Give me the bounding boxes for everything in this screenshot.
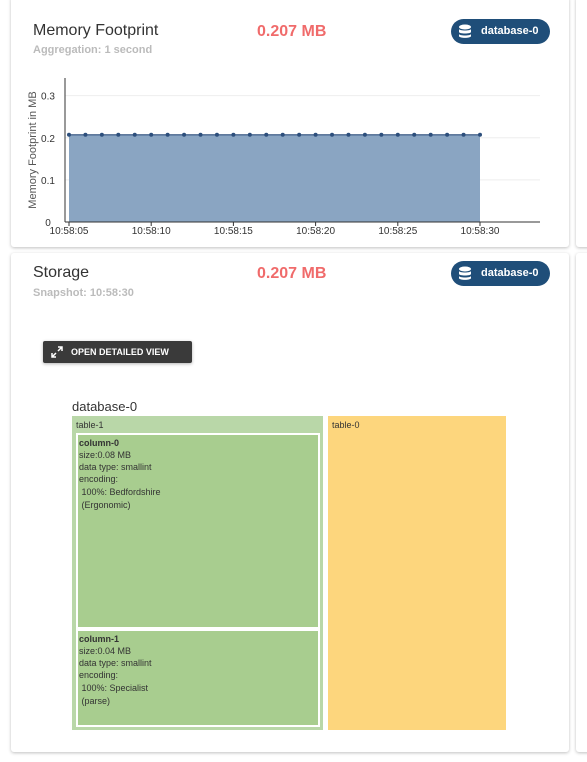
treemap-column[interactable] xyxy=(76,629,320,727)
card-subtitle: Aggregation: 1 second xyxy=(33,44,153,56)
y-axis-label: Memory Footprint in MB xyxy=(27,91,39,208)
point xyxy=(116,132,121,137)
x-tick-label: 10:58:20 xyxy=(296,226,335,237)
point xyxy=(313,132,318,137)
x-tick-label: 10:58:15 xyxy=(214,226,253,237)
card-title: Storage xyxy=(33,264,90,281)
table-label: table-0 xyxy=(332,420,360,430)
point xyxy=(182,132,187,137)
column-detail: (parse) xyxy=(79,696,111,706)
side-card xyxy=(576,253,587,752)
column-label: column-1 xyxy=(79,634,120,644)
point xyxy=(264,132,269,137)
point xyxy=(379,132,384,137)
database-badge[interactable]: database-0 xyxy=(451,261,550,286)
point xyxy=(198,132,203,137)
x-tick-label: 10:58:30 xyxy=(461,226,500,237)
card-value: 0.207 MB xyxy=(257,23,327,40)
column-detail: data type: smallint xyxy=(79,462,152,472)
column-detail: encoding: xyxy=(79,474,119,484)
point xyxy=(165,132,170,137)
button-label: OPEN DETAILED VIEW xyxy=(71,347,169,357)
column-detail: data type: smallint xyxy=(79,658,152,668)
card-title: Memory Footprint xyxy=(33,22,159,39)
point xyxy=(461,132,466,137)
area xyxy=(69,134,480,222)
card-subtitle: Snapshot: 10:58:30 xyxy=(33,287,134,299)
point xyxy=(149,132,154,137)
point xyxy=(280,132,285,137)
x-tick-label: 10:58:10 xyxy=(132,226,171,237)
x-tick-label: 10:58:25 xyxy=(378,226,417,237)
y-tick-label: 0.1 xyxy=(41,176,55,187)
column-label: column-0 xyxy=(79,438,120,448)
column-detail: size:0.04 MB xyxy=(79,646,132,656)
y-tick-label: 0.3 xyxy=(41,92,55,103)
table-label: table-1 xyxy=(76,420,104,430)
point xyxy=(478,132,482,137)
point xyxy=(83,132,88,137)
y-tick-label: 0 xyxy=(45,218,51,229)
point xyxy=(67,132,71,137)
column-detail: encoding: xyxy=(79,670,119,680)
expand-icon xyxy=(51,346,63,358)
treemap-column[interactable] xyxy=(76,433,320,629)
side-card xyxy=(576,0,587,247)
column-detail: 100%: Specialist xyxy=(79,683,149,693)
column-detail: size:0.08 MB xyxy=(79,450,132,460)
point xyxy=(428,132,433,137)
treemap-root: database-0 xyxy=(72,399,138,414)
point xyxy=(346,132,351,137)
treemap-table[interactable] xyxy=(328,416,506,730)
point xyxy=(297,132,302,137)
chart: Memory Footprint in MB 0 0.1 0.2 0.3 10:58:0… xyxy=(27,78,540,237)
point xyxy=(247,132,252,137)
column-detail: (Ergonomic) xyxy=(79,500,131,510)
card-value: 0.207 MB xyxy=(257,265,327,282)
point xyxy=(99,132,104,137)
database-badge[interactable]: database-0 xyxy=(451,19,550,44)
badge-label: database-0 xyxy=(481,25,539,37)
column-detail: 100%: Bedfordshire xyxy=(79,487,161,497)
point xyxy=(445,132,450,137)
database-icon xyxy=(459,266,471,280)
y-tick-label: 0.2 xyxy=(41,134,55,145)
badge-label: database-0 xyxy=(481,267,539,279)
database-icon xyxy=(459,24,471,38)
x-tick-label: 10:58:05 xyxy=(50,226,89,237)
point xyxy=(395,132,400,137)
point xyxy=(231,132,236,137)
point xyxy=(132,132,137,137)
point xyxy=(214,132,219,137)
point xyxy=(330,132,335,137)
point xyxy=(412,132,417,137)
open-detailed-view-button[interactable]: OPEN DETAILED VIEW xyxy=(43,341,192,363)
point xyxy=(362,132,367,137)
